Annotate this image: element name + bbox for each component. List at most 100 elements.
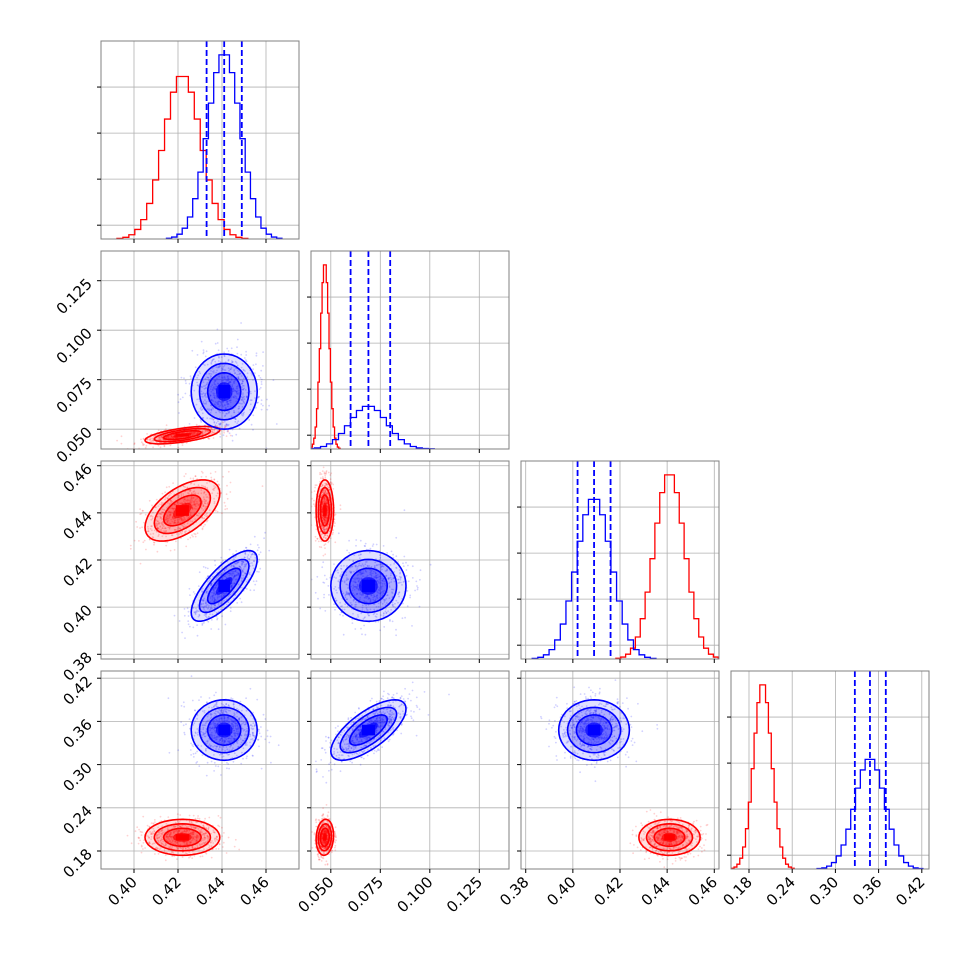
scatter-point	[211, 613, 214, 616]
scatter-point	[243, 385, 245, 387]
scatter-point	[242, 388, 245, 391]
scatter-point	[235, 574, 238, 577]
scatter-point	[223, 501, 226, 504]
scatter-point	[219, 816, 222, 819]
scatter-point	[178, 527, 181, 530]
scatter-point	[326, 505, 329, 508]
scatter-point	[222, 379, 225, 382]
scatter-point	[139, 562, 142, 565]
scatter-point	[176, 501, 179, 504]
scatter-point	[324, 519, 327, 521]
scatter-point	[229, 399, 232, 402]
scatter-point	[324, 547, 326, 549]
scatter-point	[250, 399, 253, 402]
scatter-point	[321, 501, 324, 504]
scatter-point	[334, 608, 336, 611]
scatter-point	[172, 437, 175, 439]
scatter-point	[149, 538, 151, 541]
scatter-point	[215, 848, 218, 850]
scatter-point	[414, 589, 416, 592]
scatter-point	[242, 560, 245, 563]
scatter-point	[156, 524, 159, 526]
scatter-point	[225, 379, 228, 382]
scatter-point	[210, 582, 213, 585]
scatter-point	[328, 594, 330, 596]
scatter-point	[165, 424, 168, 427]
scatter-point	[189, 501, 192, 503]
scatter-point	[243, 563, 246, 566]
scatter-point	[229, 381, 232, 384]
scatter-point	[225, 493, 228, 496]
scatter-point	[236, 369, 239, 372]
scatter-point	[171, 515, 174, 518]
scatter-point	[188, 516, 190, 519]
panel-content	[101, 671, 299, 869]
scatter-point	[193, 500, 196, 502]
scatter-point	[194, 503, 197, 506]
scatter-point	[234, 389, 237, 392]
scatter-point	[229, 380, 231, 383]
scatter-point	[206, 603, 209, 606]
scatter-point	[390, 550, 393, 553]
scatter-point	[158, 454, 160, 456]
scatter-point	[322, 466, 325, 469]
scatter-point	[181, 444, 184, 446]
scatter-point	[190, 512, 192, 514]
scatter-point	[191, 433, 194, 436]
scatter-point	[202, 417, 205, 419]
scatter-point	[329, 474, 332, 476]
scatter-point	[334, 541, 337, 544]
scatter-point	[211, 360, 213, 363]
scatter-point	[260, 408, 263, 411]
scatter-point	[227, 405, 229, 408]
scatter-point	[193, 431, 196, 433]
scatter-point	[184, 486, 186, 488]
scatter-point	[416, 585, 418, 587]
scatter-point	[405, 561, 407, 564]
scatter-point	[233, 575, 236, 578]
scatter-point	[236, 392, 239, 395]
scatter-point	[209, 607, 212, 610]
scatter-point	[220, 491, 222, 494]
scatter-point	[154, 821, 156, 823]
scatter-point	[209, 412, 212, 414]
scatter-point	[179, 502, 181, 504]
scatter-point	[328, 530, 331, 532]
scatter-point	[320, 525, 323, 527]
scatter-point	[242, 412, 244, 415]
scatter-point	[211, 418, 213, 420]
scatter-point	[230, 585, 233, 587]
scatter-point	[262, 404, 264, 407]
scatter-point	[231, 385, 234, 388]
scatter-point	[163, 530, 165, 532]
scatter-point	[243, 369, 245, 372]
scatter-point	[153, 541, 156, 544]
scatter-point	[201, 516, 203, 519]
scatter-point	[220, 572, 222, 575]
scatter-point	[238, 370, 240, 373]
scatter-point	[141, 509, 144, 512]
scatter-point	[180, 518, 183, 520]
scatter-point	[231, 428, 234, 431]
y-tick-label: 0.050	[53, 423, 96, 466]
scatter-point	[186, 499, 189, 502]
scatter-point	[233, 380, 236, 382]
scatter-point	[157, 429, 160, 432]
scatter-point	[360, 627, 362, 630]
scatter-point	[169, 444, 172, 447]
scatter-point	[237, 389, 239, 392]
scatter-point	[216, 582, 219, 585]
scatter-point	[217, 483, 220, 486]
scatter-point	[181, 396, 184, 399]
scatter-point	[234, 556, 237, 558]
scatter-point	[192, 433, 195, 435]
scatter-point	[158, 436, 160, 439]
scatter-point	[167, 515, 169, 518]
scatter-point	[231, 584, 234, 586]
scatter-point	[195, 607, 197, 610]
scatter-point	[203, 609, 205, 611]
scatter-point	[220, 595, 223, 597]
scatter-point	[325, 578, 328, 580]
scatter-point	[161, 511, 164, 514]
scatter-point	[319, 473, 321, 476]
